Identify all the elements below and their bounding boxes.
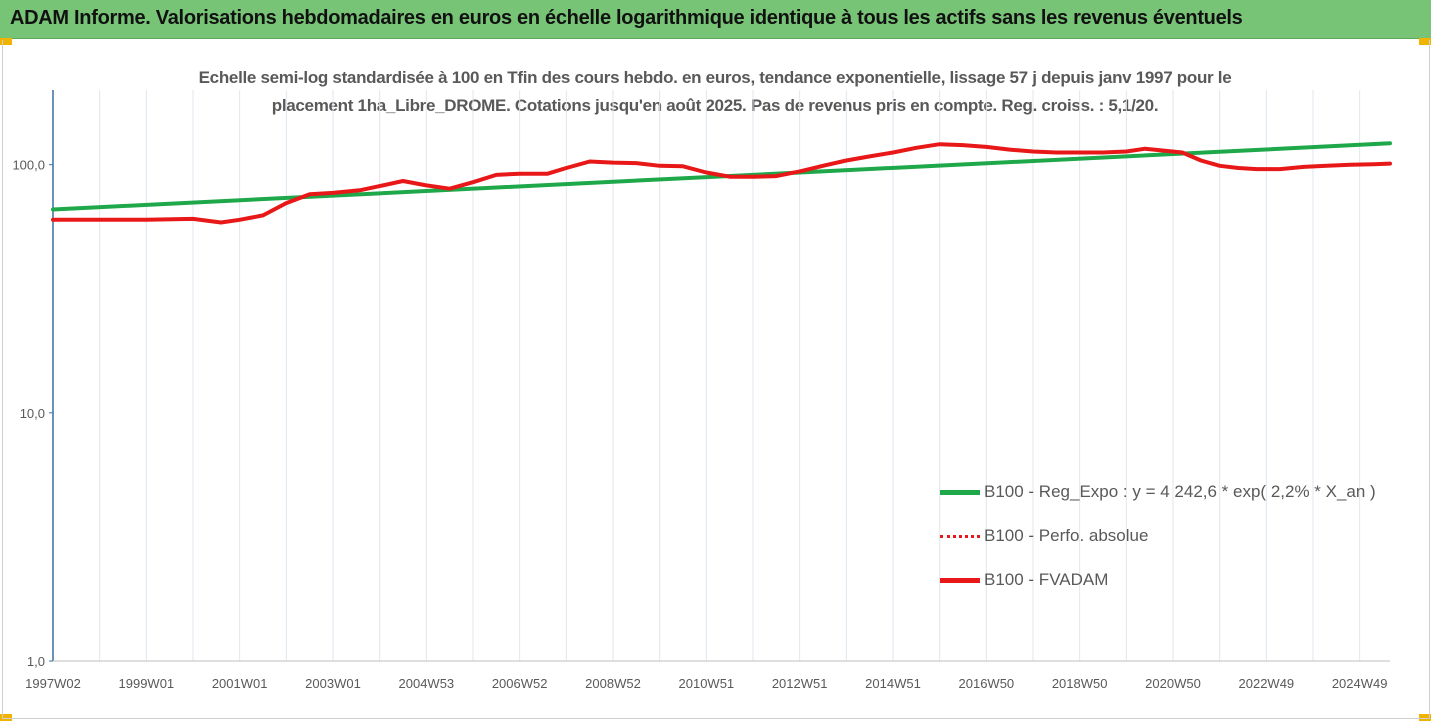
y-tick-label: 100,0 [12, 158, 45, 173]
x-tick-label: 2022W49 [1239, 676, 1295, 691]
y-tick-label: 10,0 [20, 406, 45, 421]
x-tick-label: 2001W01 [212, 676, 268, 691]
legend-label-perfo-absolue: B100 - Perfo. absolue [984, 526, 1149, 545]
x-tick-label: 2010W51 [679, 676, 735, 691]
report-title: ADAM Informe. Valorisations hebdomadaire… [10, 7, 1243, 29]
x-tick-label: 2014W51 [865, 676, 921, 691]
report-header: ADAM Informe. Valorisations hebdomadaire… [0, 0, 1431, 39]
x-tick-label: 2008W52 [585, 676, 641, 691]
corner-marker-top-right [1419, 38, 1431, 45]
corner-marker-top-left [0, 38, 12, 45]
x-tick-label: 2024W49 [1332, 676, 1388, 691]
chart-subtitle-line-2: placement 1ha_Libre_DROME. Cotations jus… [271, 96, 1159, 115]
x-tick-label: 1997W02 [25, 676, 81, 691]
legend-label-fvadam: B100 - FVADAM [984, 570, 1109, 589]
legend-label-reg-expo: B100 - Reg_Expo : y = 4 242,6 * exp( 2,2… [984, 482, 1376, 501]
corner-marker-bottom-right [1419, 714, 1431, 721]
legend-swatch-perfo-absolue [940, 535, 980, 538]
plot-border [2, 40, 1430, 719]
x-tick-label: 2020W50 [1145, 676, 1201, 691]
legend-swatch-fvadam [940, 578, 980, 583]
corner-marker-bottom-left [0, 714, 12, 721]
x-tick-label: 2006W52 [492, 676, 548, 691]
legend-swatch-reg-expo [940, 490, 980, 495]
x-tick-label: 2018W50 [1052, 676, 1108, 691]
x-tick-label: 2003W01 [305, 676, 361, 691]
x-tick-label: 1999W01 [119, 676, 175, 691]
chart-subtitle: Echelle semi-log standardisée à 100 en T… [160, 64, 1270, 120]
x-tick-label: 2016W50 [959, 676, 1015, 691]
series-line-fvadam [51, 142, 1392, 225]
x-tick-label: 2012W51 [772, 676, 828, 691]
y-tick-label: 1,0 [27, 654, 45, 669]
x-tick-label: 2004W53 [399, 676, 455, 691]
chart-subtitle-line-1: Echelle semi-log standardisée à 100 en T… [198, 68, 1232, 87]
